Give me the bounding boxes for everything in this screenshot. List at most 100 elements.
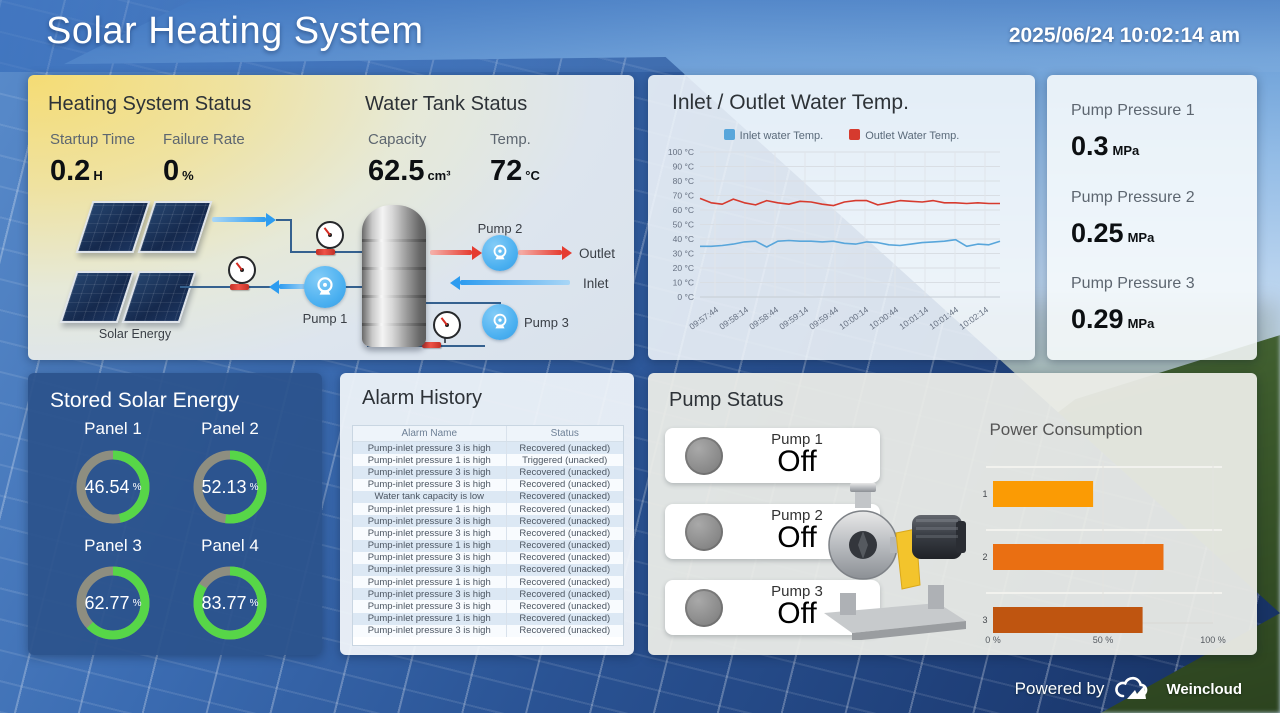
pump2-status-label: Pump 2 bbox=[771, 507, 823, 524]
alarm-table-header: Alarm Name Status bbox=[353, 426, 623, 442]
table-row: Pump-inlet pressure 3 is high Recovered (… bbox=[353, 441, 623, 455]
tank-temp-value: 72 °C bbox=[490, 155, 540, 187]
pump3-diagram-label: Pump 3 bbox=[524, 315, 569, 330]
capacity-value: 62.5 cm³ bbox=[368, 155, 451, 187]
table-cell: Recovered (unacked) bbox=[506, 551, 623, 564]
pipe bbox=[276, 219, 292, 221]
temp-chart: 100 °C 90 °C 80 °C 70 °C 60 °C 50 °C 40 °C 30 °… bbox=[668, 147, 1001, 332]
flow-arrow-icon bbox=[460, 280, 570, 285]
svg-text:70 °C: 70 °C bbox=[673, 191, 694, 201]
pressure-gauge-icon bbox=[433, 311, 461, 339]
table-row: Water tank capacity is low Recovered (una… bbox=[353, 490, 623, 503]
table-cell: Recovered (unacked) bbox=[506, 490, 623, 503]
svg-text:2: 2 bbox=[982, 552, 987, 562]
panel2-label: Panel 2 bbox=[201, 419, 259, 438]
pump1-status-state: Off bbox=[777, 445, 817, 478]
svg-text:0 %: 0 % bbox=[985, 635, 1001, 645]
table-row: Pump-inlet pressure 1 is high Recovered (… bbox=[353, 612, 623, 625]
solar-panel-icon bbox=[121, 271, 197, 323]
svg-text:30 °C: 30 °C bbox=[673, 249, 694, 259]
svg-text:09:58:14: 09:58:14 bbox=[717, 304, 750, 331]
pump-pressure-2-value: 0.25 MPa bbox=[1071, 218, 1155, 248]
svg-text:60 °C: 60 °C bbox=[673, 205, 694, 215]
pump2-status-state: Off bbox=[777, 521, 817, 554]
flow-arrow-icon bbox=[279, 284, 309, 289]
svg-text:50 %: 50 % bbox=[1093, 635, 1114, 645]
panel1-donut-gauge: 46.54% bbox=[73, 447, 153, 527]
panel4-donut-gauge: 83.77% bbox=[190, 563, 270, 643]
flow-arrow-icon bbox=[212, 217, 266, 222]
pump-pressure-3-value: 0.29 MPa bbox=[1071, 304, 1155, 334]
failure-rate-value: 0% bbox=[163, 155, 194, 187]
svg-text:10:00:14: 10:00:14 bbox=[837, 304, 870, 331]
table-cell: Recovered (unacked) bbox=[506, 576, 623, 589]
inlet-label: Inlet bbox=[583, 276, 609, 291]
pump3-status-label: Pump 3 bbox=[771, 583, 823, 600]
table-row: Pump-inlet pressure 1 is high Recovered (… bbox=[353, 502, 623, 516]
water-tank-title: Water Tank Status bbox=[365, 93, 528, 115]
legend-item-outlet: Outlet Water Temp. bbox=[849, 129, 959, 142]
table-cell: Pump-inlet pressure 1 is high bbox=[353, 454, 507, 467]
table-cell: Pump-inlet pressure 1 is high bbox=[353, 612, 507, 625]
panel3-label: Panel 3 bbox=[84, 536, 142, 555]
pump-status-indicator bbox=[685, 589, 723, 627]
svg-text:100 %: 100 % bbox=[1200, 635, 1226, 645]
table-cell: Recovered (unacked) bbox=[506, 515, 623, 528]
table-row: Pump-inlet pressure 3 is high Recovered (… bbox=[353, 466, 623, 479]
pump-status-title: Pump Status bbox=[669, 389, 784, 411]
page-title: Solar Heating System bbox=[46, 10, 424, 52]
table-cell: Pump-inlet pressure 3 is high bbox=[353, 551, 507, 564]
svg-text:20 °C: 20 °C bbox=[673, 263, 694, 273]
table-row: Pump-inlet pressure 3 is high Recovered (… bbox=[353, 588, 623, 601]
svg-text:09:59:14: 09:59:14 bbox=[777, 304, 810, 331]
table-cell: Recovered (unacked) bbox=[506, 563, 623, 577]
table-row: Pump-inlet pressure 3 is high Recovered (… bbox=[353, 563, 623, 577]
powered-by-label: Powered by bbox=[1014, 679, 1105, 698]
table-row: Pump-inlet pressure 3 is high Recovered (… bbox=[353, 478, 623, 491]
pump1-diagram-label: Pump 1 bbox=[302, 311, 348, 326]
table-cell: Recovered (unacked) bbox=[506, 478, 623, 491]
svg-text:1: 1 bbox=[982, 489, 987, 499]
svg-text:3: 3 bbox=[982, 615, 987, 625]
pump-icon bbox=[482, 304, 518, 340]
startup-time-label: Startup Time bbox=[50, 131, 136, 148]
heating-system-card: Heating System Status Startup Time 0.2 H … bbox=[28, 75, 634, 360]
table-row: Pump-inlet pressure 1 is high Recovered (… bbox=[353, 539, 623, 552]
svg-text:40 °C: 40 °C bbox=[673, 234, 694, 244]
stored-energy-title: Stored Solar Energy bbox=[50, 389, 240, 412]
tank-temp-label: Temp. bbox=[490, 131, 531, 148]
outlet-label: Outlet bbox=[579, 246, 616, 261]
pump1-status-toggle[interactable]: Pump 1 Off bbox=[665, 428, 880, 483]
pump-3d-illustration bbox=[824, 483, 966, 640]
alarm-history-card: Alarm History Alarm Name Status Pump-inl… bbox=[340, 373, 634, 655]
temp-chart-title: Inlet / Outlet Water Temp. bbox=[672, 91, 909, 114]
solar-panel-icon bbox=[137, 201, 213, 253]
footer-branding: Powered by Weincloud bbox=[1015, 675, 1242, 703]
pump-pressure-2-label: Pump Pressure 2 bbox=[1071, 189, 1195, 206]
table-cell: Recovered (unacked) bbox=[506, 466, 623, 479]
svg-text:0 °C: 0 °C bbox=[677, 292, 694, 302]
panel2-donut-gauge: 52.13% bbox=[190, 447, 270, 527]
table-cell: Pump-inlet pressure 3 is high bbox=[353, 563, 507, 577]
alarm-table-scroll[interactable]: Alarm Name Status Pump-inlet pressure 3 … bbox=[352, 425, 624, 646]
svg-text:10:02:14: 10:02:14 bbox=[957, 304, 990, 331]
pump-status-card: Pump Status Pump 1 Off Pump 2 Off Pump 3… bbox=[648, 373, 1257, 655]
alarm-name-column-header: Alarm Name bbox=[353, 426, 507, 442]
valve-icon bbox=[422, 342, 441, 348]
svg-text:10:01:44: 10:01:44 bbox=[927, 304, 960, 331]
pump2-diagram-label: Pump 2 bbox=[477, 221, 523, 236]
table-cell: Pump-inlet pressure 3 is high bbox=[353, 478, 507, 491]
power-chart: 1 2 3 0 % 50 % 100 % bbox=[982, 461, 1226, 645]
table-cell: Pump-inlet pressure 3 is high bbox=[353, 600, 507, 613]
table-row: Pump-inlet pressure 1 is high Recovered (… bbox=[353, 576, 623, 589]
pipe bbox=[290, 219, 292, 253]
datetime-display: 2025/06/24 10:02:14 am bbox=[1008, 24, 1240, 47]
table-cell: Water tank capacity is low bbox=[353, 490, 507, 503]
pressure-gauge-icon bbox=[228, 256, 256, 284]
pump-pressure-card: Pump Pressure 1 0.3 MPa Pump Pressure 2 0… bbox=[1047, 75, 1257, 360]
pump-pressure-1-label: Pump Pressure 1 bbox=[1071, 102, 1195, 119]
panel4-label: Panel 4 bbox=[201, 536, 259, 555]
table-cell: Recovered (unacked) bbox=[506, 539, 623, 552]
stored-energy-card: Stored Solar Energy Panel 1 Panel 2 Pane… bbox=[28, 373, 322, 655]
